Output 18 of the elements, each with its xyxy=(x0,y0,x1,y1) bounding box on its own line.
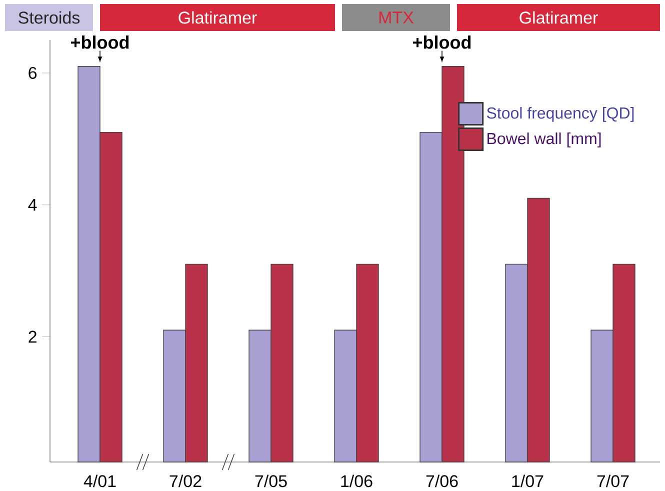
x-tick-label: 7/02 xyxy=(170,474,202,488)
x-tick-label: 1/06 xyxy=(341,474,372,488)
y-tick-label: 4 xyxy=(28,198,37,211)
x-tick-label: 7/06 xyxy=(426,474,458,488)
legend-label: Stool frequency [QD] xyxy=(486,106,634,122)
x-tick-label: 4/01 xyxy=(84,474,116,488)
y-tick-label: 2 xyxy=(28,330,36,343)
x-tick-label: 7/07 xyxy=(597,474,629,488)
text: Glatiramer xyxy=(520,11,598,24)
y-tick-label: 6 xyxy=(28,66,37,79)
x-tick-label: 1/07 xyxy=(512,474,544,488)
annotation: +blood xyxy=(71,36,129,49)
legend-label: Bowel wall [mm] xyxy=(488,132,601,148)
text: Steroids xyxy=(18,11,80,24)
x-tick-label: 7/05 xyxy=(255,474,287,488)
text: MTX xyxy=(379,12,414,24)
annotation: +blood xyxy=(413,36,471,49)
text: Glatiramer xyxy=(178,11,257,24)
